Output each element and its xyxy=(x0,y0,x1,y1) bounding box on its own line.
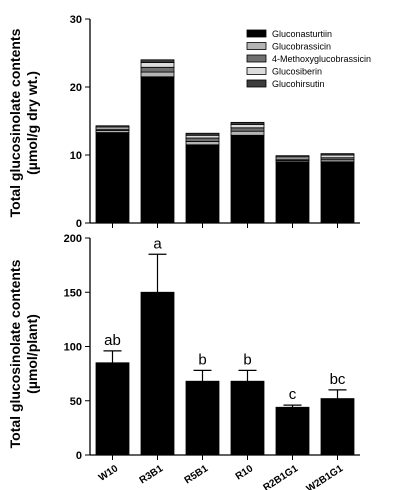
top-bar-segment xyxy=(95,132,130,224)
bottom-bar xyxy=(95,362,130,456)
top-bar-segment xyxy=(230,134,265,224)
bottom-y-tick-label: 50 xyxy=(70,396,82,408)
top-bar-segment xyxy=(185,140,220,146)
top-bar-segment xyxy=(230,127,265,132)
bottom-chart-bars: ab W10 a R3B1 b R5B1 b R10 c R2B1G1 bc W2B1G1 xyxy=(95,235,355,490)
top-bar-segment xyxy=(185,134,220,139)
bottom-y-tick-label: 200 xyxy=(64,233,82,245)
legend-label: Gluconasturtiin xyxy=(272,29,332,39)
top-chart-axes: 0 10 20 30 xyxy=(70,14,360,230)
significance-letter: c xyxy=(289,386,297,403)
top-y-tick-label: 0 xyxy=(76,218,82,230)
x-tick-label: R5B1 xyxy=(183,463,211,486)
top-bar-segment xyxy=(275,155,310,158)
significance-letter: a xyxy=(153,235,162,252)
x-tick-label: W10 xyxy=(97,463,121,484)
significance-letter: b xyxy=(243,351,251,368)
bottom-chart: ab W10 a R3B1 b R5B1 b R10 c R2B1G1 bc W2B1G1 0 50 10… xyxy=(7,233,360,490)
top-bar-segment xyxy=(230,124,265,129)
legend-swatch xyxy=(246,67,267,75)
top-y-tick-label: 30 xyxy=(70,14,82,26)
top-bar-segment xyxy=(95,125,130,128)
legend-label: 4-Methoxyglucobrassicin xyxy=(272,54,371,64)
bottom-y-axis-title: Total glucosinolate contents xyxy=(7,259,23,448)
top-chart-bars xyxy=(95,59,355,228)
significance-letter: bc xyxy=(330,371,346,388)
bottom-y-tick-label: 0 xyxy=(76,450,82,462)
bottom-chart-axes: 0 50 100 150 200 xyxy=(64,233,360,462)
top-y-axis-unit: (µmol/g dry wt.) xyxy=(24,71,40,175)
top-chart: 0 10 20 30 Total glucosinolate contents (µm… xyxy=(7,14,371,230)
top-chart-legend: Gluconasturtiin Glucobrassicin 4-Methoxygl… xyxy=(246,29,371,89)
significance-letter: b xyxy=(198,351,206,368)
top-bar-segment xyxy=(185,132,220,136)
legend-label: Glucohirsutin xyxy=(272,79,325,89)
top-y-tick-label: 10 xyxy=(70,150,82,162)
x-tick-label: W2B1G1 xyxy=(305,463,346,490)
top-bar-segment xyxy=(140,71,175,78)
top-bar-segment xyxy=(140,59,175,63)
bottom-y-axis-unit: (µmol/plant) xyxy=(24,314,40,394)
legend-swatch xyxy=(246,79,267,88)
top-bar-segment xyxy=(320,154,355,159)
top-bar-segment xyxy=(275,161,310,224)
bottom-bar xyxy=(275,406,310,456)
legend-swatch xyxy=(246,29,267,38)
bottom-y-tick-label: 150 xyxy=(64,287,82,299)
legend-swatch xyxy=(246,54,267,63)
top-bar-segment xyxy=(230,121,265,125)
bottom-bar xyxy=(230,380,265,456)
top-bar-segment xyxy=(230,130,265,136)
top-bar-segment xyxy=(320,161,355,224)
legend-swatch xyxy=(246,42,267,50)
top-bar-segment xyxy=(140,76,175,224)
legend-label: Glucobrassicin xyxy=(272,42,331,52)
x-tick-label: R10 xyxy=(234,463,256,482)
significance-letter: ab xyxy=(104,332,121,349)
x-tick-label: R3B1 xyxy=(138,463,166,486)
bottom-bar xyxy=(140,291,175,456)
bottom-bar xyxy=(320,398,355,456)
top-bar-segment xyxy=(185,137,220,142)
top-bar-segment xyxy=(320,153,355,156)
top-bar-segment xyxy=(140,66,175,73)
bottom-y-tick-label: 100 xyxy=(64,342,82,354)
x-tick-label: R2B1G1 xyxy=(262,463,301,490)
top-y-axis-title: Total glucosinolate contents xyxy=(7,28,23,217)
top-bar-segment xyxy=(185,144,220,224)
bottom-bar xyxy=(185,380,220,456)
legend-label: Glucosiberin xyxy=(272,67,322,77)
top-bar-segment xyxy=(140,62,175,68)
top-y-tick-label: 20 xyxy=(70,82,82,94)
